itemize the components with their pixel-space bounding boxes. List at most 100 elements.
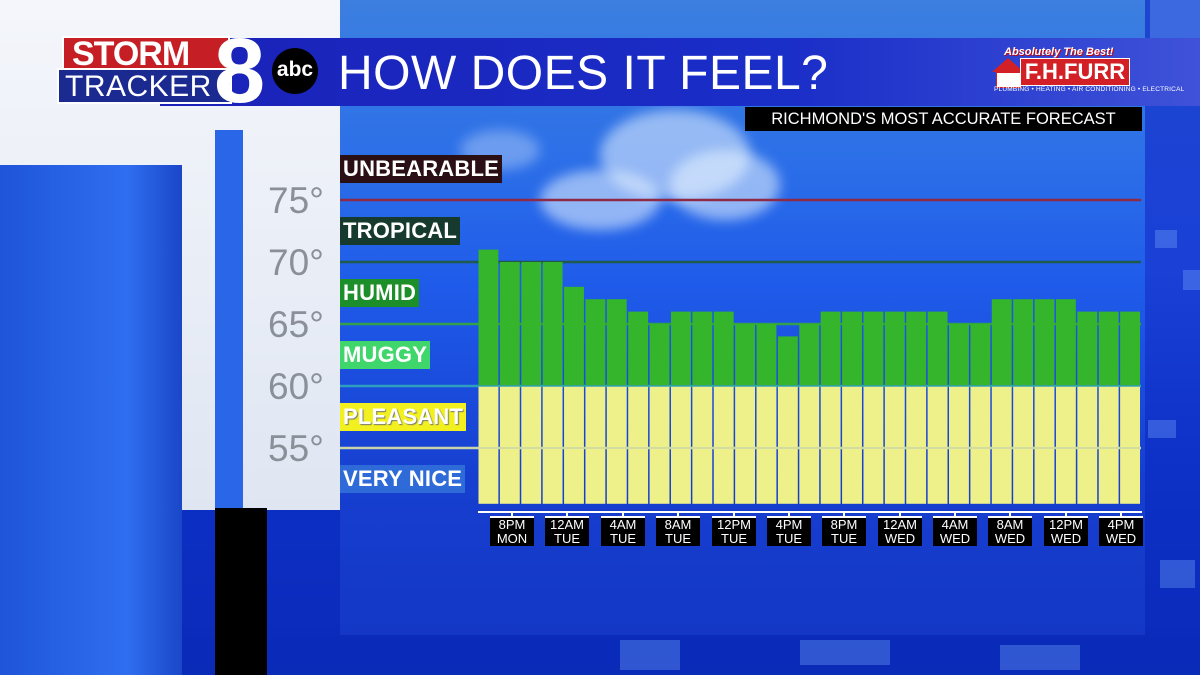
- bar-lower: [1034, 386, 1055, 504]
- bar: [970, 324, 991, 504]
- bar-lower: [991, 386, 1012, 504]
- decor-tile: [620, 640, 680, 670]
- y-tick-label: 70°: [268, 242, 324, 283]
- band-label-unbearable: UNBEARABLE: [340, 155, 502, 183]
- bar-lower: [820, 386, 841, 504]
- bar-lower: [521, 386, 542, 504]
- bar-lower: [585, 386, 606, 504]
- x-tick-label: 12PM TUE: [712, 516, 756, 546]
- bar-upper: [1055, 299, 1076, 386]
- bar: [820, 311, 841, 504]
- bar-lower: [927, 386, 948, 504]
- house-icon: [992, 58, 1024, 72]
- band-label-tropical: TROPICAL: [340, 217, 461, 245]
- decor-block: [215, 130, 243, 510]
- network-logo: abc: [272, 48, 318, 94]
- y-tick-label: 75°: [268, 180, 324, 221]
- x-tick: [899, 512, 901, 517]
- bar-upper: [991, 299, 1012, 386]
- bar: [1013, 299, 1034, 504]
- bar-lower: [842, 386, 862, 504]
- x-tick-label: 8AM WED: [988, 516, 1032, 546]
- bar: [863, 311, 884, 504]
- bar: [949, 324, 969, 504]
- x-tick: [954, 512, 956, 517]
- bar: [692, 311, 713, 504]
- x-tick-label: 12AM WED: [878, 516, 922, 546]
- bar-lower: [692, 386, 713, 504]
- logo-tracker: TRACKER: [57, 68, 232, 104]
- bar-upper: [1013, 299, 1034, 386]
- logo-storm: STORM: [62, 35, 230, 73]
- x-tick-label: 4PM TUE: [767, 516, 811, 546]
- bar-lower: [863, 386, 884, 504]
- bar-lower: [670, 386, 691, 504]
- bar-lower: [1120, 386, 1140, 504]
- bar-lower: [756, 386, 777, 504]
- bar: [1055, 299, 1076, 504]
- page-title: HOW DOES IT FEEL?: [338, 47, 829, 100]
- bar-upper: [777, 336, 798, 386]
- bar-upper: [649, 324, 670, 386]
- bar-lower: [1077, 386, 1098, 504]
- bar: [799, 324, 820, 504]
- bar-upper: [927, 311, 948, 386]
- x-tick: [733, 512, 735, 517]
- bar-lower: [799, 386, 820, 504]
- bar: [499, 262, 520, 504]
- decor-tile: [1148, 420, 1176, 438]
- bar-upper: [542, 262, 563, 386]
- bar: [735, 324, 756, 504]
- cloud: [670, 150, 780, 220]
- bar: [906, 311, 927, 504]
- band-label-very-nice: VERY NICE: [340, 465, 466, 493]
- bar-upper: [906, 311, 927, 386]
- bar-lower: [1098, 386, 1119, 504]
- x-tick-label: 4AM TUE: [601, 516, 645, 546]
- x-tick: [511, 512, 513, 517]
- bar-upper: [692, 311, 713, 386]
- band-label-pleasant: PLEASANT: [340, 403, 467, 431]
- bar: [1034, 299, 1055, 504]
- decor-tile: [1160, 560, 1195, 588]
- x-tick: [1065, 512, 1067, 517]
- bar-lower: [906, 386, 927, 504]
- x-tick: [622, 512, 624, 517]
- bar: [606, 299, 627, 504]
- decor-block: [0, 165, 182, 675]
- x-tick-label: 12AM TUE: [545, 516, 589, 546]
- bar: [1120, 311, 1140, 504]
- sponsor-services: PLUMBING • HEATING • AIR CONDITIONING • …: [994, 86, 1185, 93]
- bar: [842, 311, 862, 504]
- x-tick-label: 8AM TUE: [656, 516, 700, 546]
- y-tick-label: 55°: [268, 428, 324, 469]
- bar: [1098, 311, 1119, 504]
- bar-upper: [863, 311, 884, 386]
- decor-tile: [1183, 270, 1200, 290]
- bar: [991, 299, 1012, 504]
- bar-lower: [606, 386, 627, 504]
- bar: [713, 311, 734, 504]
- bar-upper: [670, 311, 691, 386]
- bar-upper: [478, 249, 499, 386]
- bar: [564, 286, 584, 504]
- bar-lower: [478, 386, 499, 504]
- sponsor-logo: Absolutely The Best! F.H.FURR PLUMBING •…: [990, 46, 1185, 100]
- bar-lower: [628, 386, 649, 504]
- bar: [1077, 311, 1098, 504]
- bar: [756, 324, 777, 504]
- bar: [649, 324, 670, 504]
- x-tick: [566, 512, 568, 517]
- bar-upper: [606, 299, 627, 386]
- bar: [927, 311, 948, 504]
- x-tick-label: 12PM WED: [1044, 516, 1088, 546]
- bar-upper: [756, 324, 777, 386]
- bar-upper: [735, 324, 756, 386]
- bar-upper: [1034, 299, 1055, 386]
- bar-upper: [820, 311, 841, 386]
- x-tick: [843, 512, 845, 517]
- bar-upper: [799, 324, 820, 386]
- decor-block: [215, 508, 267, 675]
